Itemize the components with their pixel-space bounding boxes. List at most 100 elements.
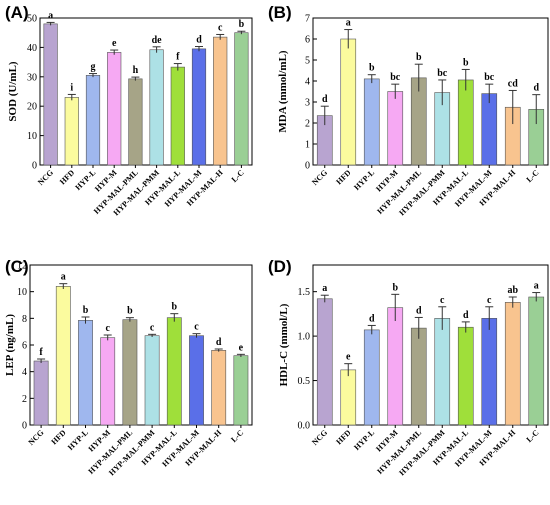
chart-panel-3: (C)LEP (ng/mL)024681012fNCGaHFDbHYP-LcHY… xyxy=(4,257,253,477)
x-tick-label: HFD xyxy=(58,168,76,186)
significance-letter: cd xyxy=(508,78,518,89)
bar xyxy=(55,286,71,426)
significance-letter: d xyxy=(216,337,222,348)
y-tick-label: 1 xyxy=(305,140,310,151)
bar xyxy=(100,337,116,426)
x-tick-label: L-C xyxy=(229,428,245,444)
bar xyxy=(144,335,160,426)
significance-letter: d xyxy=(416,305,422,316)
significance-letter: bc xyxy=(390,72,401,83)
bar xyxy=(149,49,164,166)
y-tick-label: 6 xyxy=(305,35,310,46)
plot-frame xyxy=(312,17,549,166)
significance-letter: b xyxy=(127,306,133,317)
x-tick-label: HYP-L xyxy=(352,168,376,192)
panel-label: (C) xyxy=(5,257,29,276)
y-axis-label: MDA (mmol/mL) xyxy=(277,50,289,133)
x-tick-label: NCG xyxy=(310,168,329,187)
x-tick-label: L-C xyxy=(230,168,246,184)
significance-letter: a xyxy=(322,283,327,294)
y-tick-label: 2 xyxy=(22,394,27,405)
significance-letter: de xyxy=(152,35,163,46)
y-tick-label: 1.0 xyxy=(298,332,311,343)
x-tick-label: HFD xyxy=(334,428,352,446)
x-tick-label: L-C xyxy=(525,428,541,444)
panel-label: (D) xyxy=(268,257,292,276)
y-tick-label: 30 xyxy=(27,72,37,83)
y-tick-label: 7 xyxy=(305,14,310,25)
y-tick-label: 40 xyxy=(27,43,37,54)
bar xyxy=(481,318,498,426)
bar xyxy=(189,335,204,426)
x-tick-label: HFD xyxy=(334,168,352,186)
significance-letter: e xyxy=(239,342,244,353)
bar xyxy=(340,369,357,426)
bar xyxy=(363,329,380,426)
significance-letter: ab xyxy=(507,285,518,296)
significance-letter: d xyxy=(369,313,375,324)
plot-frame xyxy=(312,264,549,426)
significance-letter: a xyxy=(534,281,539,292)
bar xyxy=(528,296,545,426)
significance-letter: b xyxy=(239,19,245,30)
bar xyxy=(387,307,404,426)
y-tick-label: 2 xyxy=(305,119,310,130)
significance-letter: a xyxy=(48,10,53,21)
significance-letter: c xyxy=(440,295,445,306)
significance-letter: c xyxy=(487,295,492,306)
y-tick-label: 5 xyxy=(305,56,310,67)
y-tick-label: 50 xyxy=(27,14,37,25)
y-tick-label: 12 xyxy=(17,261,27,272)
y-tick-label: 6 xyxy=(22,341,27,352)
y-axis-label: LEP (ng/mL) xyxy=(4,314,16,376)
bar xyxy=(316,298,333,426)
bar xyxy=(43,23,58,166)
significance-letter: i xyxy=(70,82,73,93)
bar xyxy=(191,48,207,166)
y-tick-label: 0.5 xyxy=(298,376,311,387)
significance-letter: f xyxy=(39,347,43,358)
bar xyxy=(85,75,101,166)
bar xyxy=(457,79,474,166)
x-tick-label: NCG xyxy=(310,428,329,447)
bar xyxy=(33,360,49,426)
significance-letter: b xyxy=(83,305,89,316)
y-tick-label: 0 xyxy=(305,161,310,172)
y-tick-label: 8 xyxy=(22,314,27,325)
y-tick-label: 3 xyxy=(305,98,310,109)
significance-letter: bc xyxy=(437,68,448,79)
significance-letter: b xyxy=(392,282,398,293)
x-tick-label: HFD xyxy=(49,428,67,446)
bar xyxy=(122,319,138,426)
bar xyxy=(410,327,427,426)
panel-label: (A) xyxy=(5,3,29,22)
significance-letter: f xyxy=(176,52,180,63)
significance-letter: c xyxy=(218,22,223,33)
plot-frame xyxy=(39,17,253,166)
y-tick-label: 4 xyxy=(305,77,310,88)
significance-letter: g xyxy=(91,62,96,73)
x-tick-label: L-C xyxy=(525,168,541,184)
y-tick-label: 0.0 xyxy=(298,421,311,432)
significance-letter: h xyxy=(133,65,139,76)
significance-letter: d xyxy=(533,83,539,94)
bar xyxy=(233,355,249,426)
bar xyxy=(340,38,357,166)
bar xyxy=(434,318,451,426)
x-tick-label: HYP-L xyxy=(352,428,376,452)
significance-letter: c xyxy=(194,322,199,333)
significance-letter: b xyxy=(172,302,178,313)
significance-letter: a xyxy=(346,18,351,29)
y-tick-label: 10 xyxy=(17,287,27,298)
y-tick-label: 0 xyxy=(22,421,27,432)
significance-letter: e xyxy=(346,352,351,363)
bar xyxy=(170,66,185,166)
x-tick-label: HYP-L xyxy=(66,428,90,452)
significance-letter: a xyxy=(61,272,66,283)
x-tick-label: NCG xyxy=(27,428,46,447)
bar xyxy=(128,78,143,166)
significance-letter: b xyxy=(369,63,375,74)
y-axis-label: HDL-C (mmol/L) xyxy=(278,303,290,386)
significance-letter: c xyxy=(105,323,110,334)
